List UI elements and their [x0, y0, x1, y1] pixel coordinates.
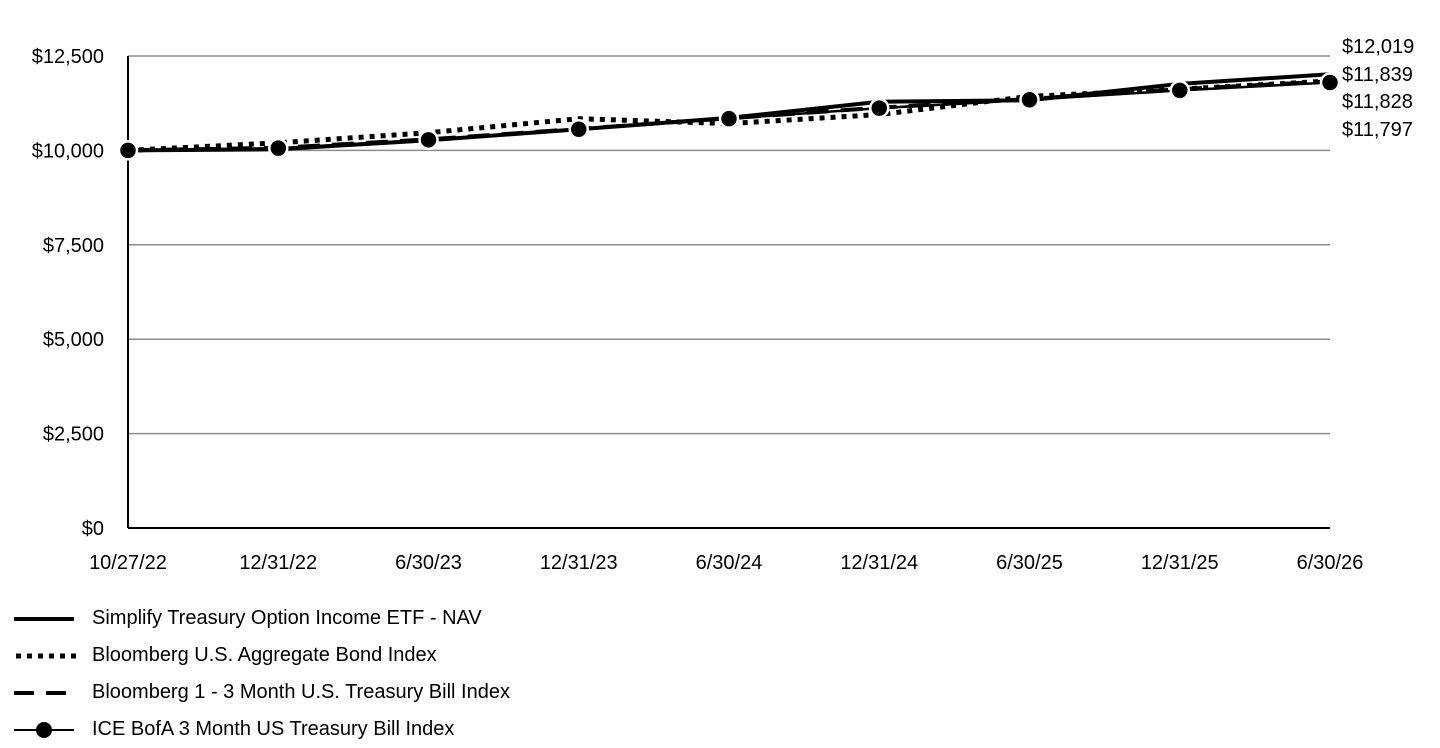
data-point-marker	[418, 129, 439, 151]
x-tick-label: 6/30/25	[996, 552, 1063, 574]
gridlines	[128, 55, 1330, 435]
series-markers	[117, 72, 1341, 161]
x-tick-label: 12/31/22	[239, 552, 317, 574]
legend-swatch-dotted	[16, 653, 76, 658]
legend-swatch-solid	[14, 616, 74, 621]
end-value-label: $11,839	[1342, 64, 1413, 86]
x-tick-label: 6/30/24	[696, 552, 763, 574]
x-tick-label: 6/30/26	[1297, 552, 1364, 574]
end-value-label: $12,019	[1342, 36, 1414, 58]
end-value-labels: $12,019 $11,839 $11,828 $11,797	[1342, 36, 1414, 141]
y-tick-label: $12,500	[32, 46, 104, 68]
legend-item-aggregate-bond: Bloomberg U.S. Aggregate Bond Index	[14, 637, 510, 674]
y-axis-ticks: $0 $2,500 $5,000 $7,500 $10,000 $12,500	[32, 46, 104, 540]
legend-item-nav: Simplify Treasury Option Income ETF - NA…	[14, 600, 510, 637]
data-point-marker	[268, 137, 289, 159]
legend: Simplify Treasury Option Income ETF - NA…	[14, 600, 510, 748]
legend-label: Bloomberg U.S. Aggregate Bond Index	[92, 644, 437, 666]
end-value-label: $11,828	[1342, 91, 1413, 113]
data-point-marker	[1169, 80, 1190, 101]
x-tick-label: 12/31/23	[540, 552, 618, 574]
end-value-label: $11,797	[1342, 119, 1413, 141]
x-tick-label: 6/30/23	[395, 552, 462, 574]
data-point-marker	[568, 119, 589, 140]
y-tick-label: $5,000	[43, 329, 104, 351]
legend-label: Bloomberg 1 - 3 Month U.S. Treasury Bill…	[92, 681, 510, 703]
y-tick-label: $10,000	[32, 140, 104, 162]
line-chart: $0 $2,500 $5,000 $7,500 $10,000 $12,500 10/27…	[32, 36, 1415, 574]
x-tick-label: 10/27/22	[89, 552, 167, 574]
data-point-marker	[718, 108, 740, 129]
y-tick-label: $0	[82, 518, 104, 540]
x-axis-ticks: 10/27/22 12/31/22 6/30/23 12/31/23 6/30/24 12…	[89, 552, 1363, 574]
legend-item-ice-bofa: ICE BofA 3 Month US Treasury Bill Index	[14, 711, 510, 748]
legend-label: Simplify Treasury Option Income ETF - NA…	[92, 607, 482, 629]
data-point-marker	[1019, 89, 1040, 111]
legend-label: ICE BofA 3 Month US Treasury Bill Index	[92, 718, 455, 740]
data-point-marker	[869, 97, 890, 119]
legend-swatch-dashed	[14, 690, 66, 695]
axes	[127, 56, 1330, 529]
y-tick-label: $7,500	[43, 235, 104, 257]
legend-item-treasury-bill: Bloomberg 1 - 3 Month U.S. Treasury Bill…	[14, 674, 510, 711]
x-tick-label: 12/31/24	[840, 552, 918, 574]
data-point-marker	[1319, 72, 1341, 93]
data-point-marker	[117, 140, 139, 161]
y-tick-label: $2,500	[43, 424, 104, 446]
x-tick-label: 12/31/25	[1141, 552, 1219, 574]
legend-swatch-markers	[14, 721, 74, 738]
